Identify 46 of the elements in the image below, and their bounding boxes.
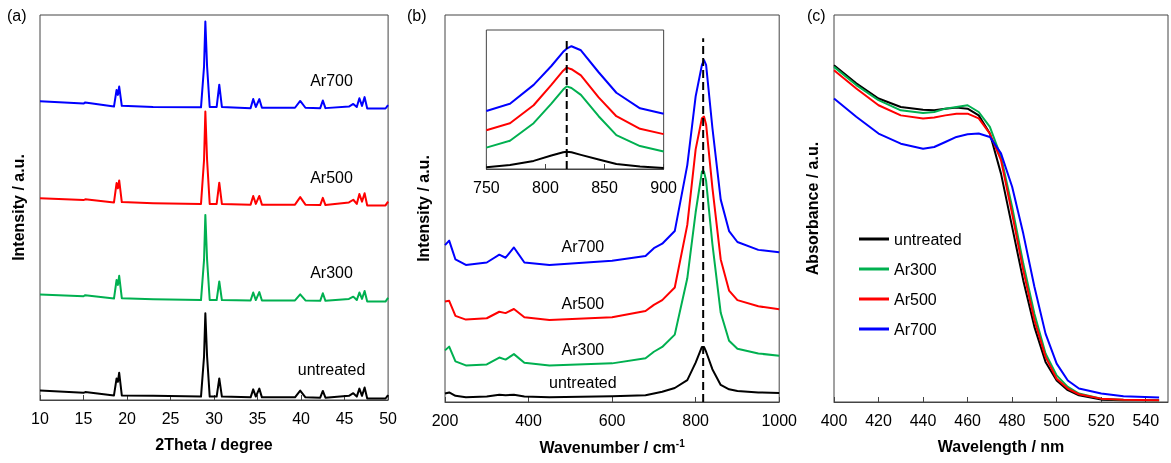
x-tick-label: 440 (909, 411, 937, 429)
x-tick-label: 15 (74, 409, 93, 427)
x-tick-label: 800 (682, 411, 710, 429)
x-tick-label: 50 (379, 409, 398, 427)
x-tick-label: 420 (865, 411, 892, 429)
series-label: untreated (297, 361, 366, 379)
x-tick-label: 200 (431, 411, 459, 429)
x-tick-label: 1000 (761, 411, 798, 429)
x-tick-label: 500 (1043, 411, 1071, 429)
series-label: Ar500 (561, 294, 605, 312)
x-tick-label: 35 (248, 409, 267, 427)
y-axis-title: Intensity / a.u. (414, 155, 432, 262)
y-axis-title: Absorbance / a.u. (803, 141, 821, 276)
series-label: Ar700 (310, 71, 353, 89)
y-axis-title: Intensity / a.u. (9, 154, 27, 261)
x-tick-label: 45 (335, 409, 354, 427)
chart-title: (b) (407, 6, 427, 24)
x-tick-label: 800 (532, 178, 559, 196)
x-tick-label: 750 (473, 178, 500, 196)
x-tick-label: 600 (598, 411, 626, 429)
x-tick-label: 400 (515, 411, 542, 429)
series-label: Ar500 (310, 168, 353, 186)
x-tick-label: 20 (118, 409, 137, 427)
x-tick-label: 480 (998, 411, 1026, 429)
series-label: Ar300 (310, 264, 353, 282)
chart-title: (a) (7, 6, 27, 24)
chart-title: (c) (807, 6, 826, 24)
x-tick-label: 10 (31, 409, 49, 427)
x-tick-label: 540 (1132, 411, 1160, 429)
x-tick-label: 520 (1087, 411, 1115, 429)
legend-label: Ar300 (894, 260, 937, 278)
series-label: Ar700 (561, 238, 605, 256)
x-tick-label: 30 (205, 409, 224, 427)
legend-label: untreated (894, 230, 962, 248)
legend-label: Ar500 (894, 290, 937, 308)
legend-label: Ar700 (894, 320, 937, 338)
x-tick-label: 850 (591, 178, 618, 196)
x-axis-title: Wavelength / nm (937, 437, 1065, 455)
series-label: Ar300 (561, 340, 605, 358)
series-label: untreated (549, 373, 617, 391)
x-axis-title: 2Theta / degree (155, 435, 273, 453)
x-tick-label: 40 (292, 409, 311, 427)
x-tick-label: 900 (650, 178, 678, 196)
x-tick-label: 400 (820, 411, 848, 429)
x-tick-label: 25 (161, 409, 180, 427)
x-tick-label: 460 (954, 411, 982, 429)
